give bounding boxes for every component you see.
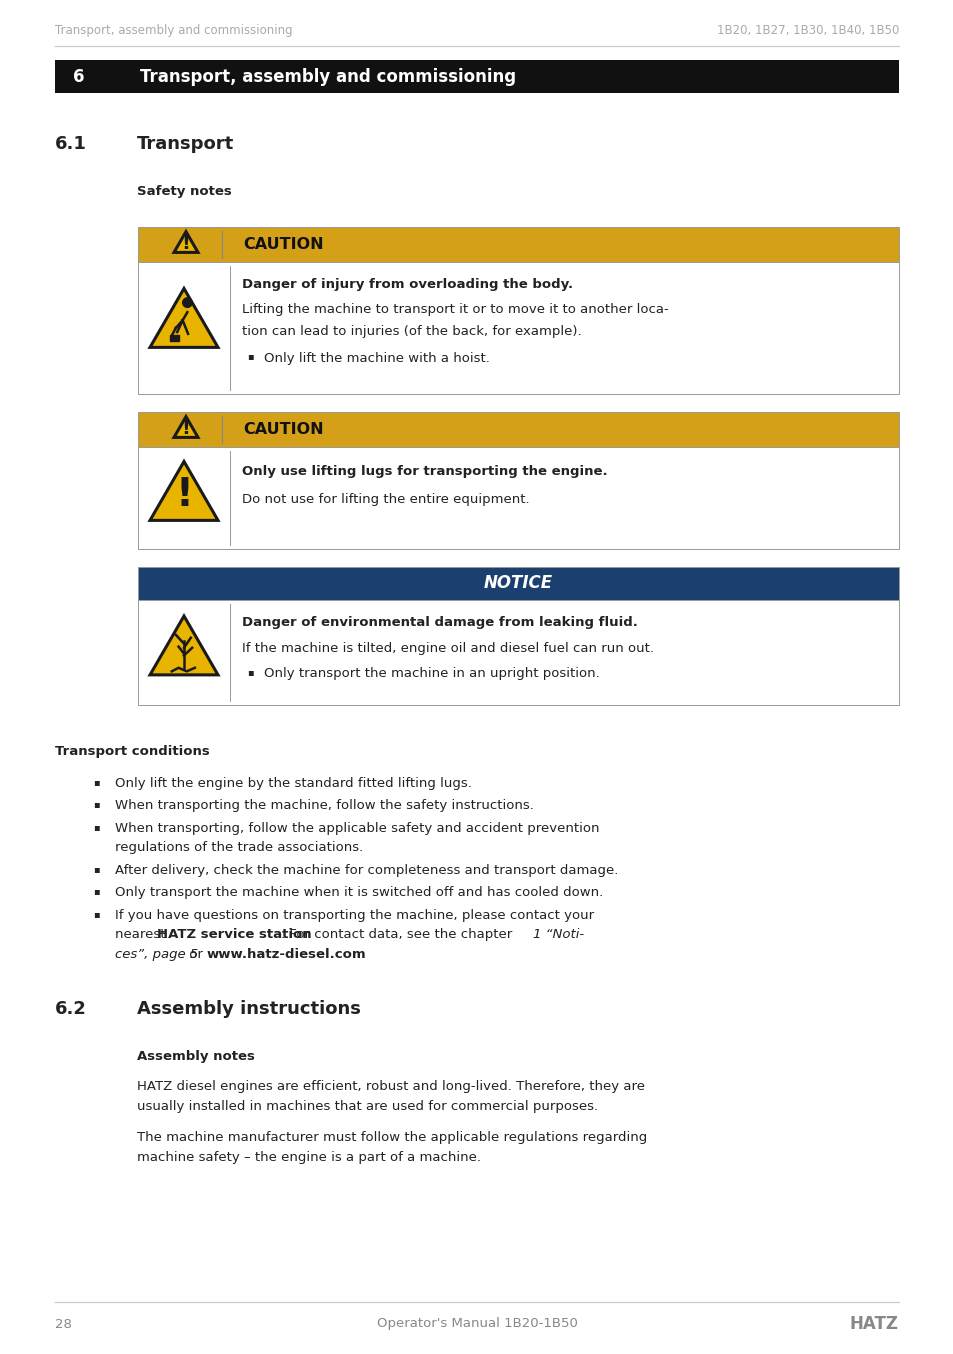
Text: Danger of injury from overloading the body.: Danger of injury from overloading the bo…: [242, 278, 573, 291]
Text: ▪: ▪: [92, 864, 99, 873]
FancyBboxPatch shape: [138, 412, 898, 447]
Text: ▪: ▪: [92, 799, 99, 810]
Text: ▪: ▪: [92, 777, 99, 787]
Polygon shape: [150, 616, 218, 674]
Text: nearest: nearest: [115, 929, 170, 941]
Text: The machine manufacturer must follow the applicable regulations regarding: The machine manufacturer must follow the…: [137, 1132, 646, 1144]
Text: Transport conditions: Transport conditions: [55, 745, 210, 758]
Text: Transport: Transport: [137, 135, 234, 153]
Text: usually installed in machines that are used for commercial purposes.: usually installed in machines that are u…: [137, 1099, 598, 1113]
Text: Only lift the engine by the standard fitted lifting lugs.: Only lift the engine by the standard fit…: [115, 777, 472, 789]
Text: 1 “Noti-: 1 “Noti-: [533, 929, 583, 941]
Text: or: or: [185, 948, 207, 961]
Text: www.hatz-diesel.com: www.hatz-diesel.com: [207, 948, 366, 961]
Text: HATZ diesel engines are efficient, robust and long-lived. Therefore, they are: HATZ diesel engines are efficient, robus…: [137, 1080, 644, 1094]
Text: tion can lead to injuries (of the back, for example).: tion can lead to injuries (of the back, …: [242, 325, 581, 338]
Text: If you have questions on transporting the machine, please contact your: If you have questions on transporting th…: [115, 909, 594, 922]
Text: Only lift the machine with a hoist.: Only lift the machine with a hoist.: [264, 352, 489, 364]
Text: Transport, assembly and commissioning: Transport, assembly and commissioning: [140, 68, 516, 85]
Text: 6: 6: [73, 68, 85, 85]
Polygon shape: [150, 462, 218, 520]
Text: !: !: [175, 477, 193, 515]
Text: Transport, assembly and commissioning: Transport, assembly and commissioning: [55, 23, 293, 37]
Text: NOTICE: NOTICE: [483, 574, 553, 593]
Text: Do not use for lifting the entire equipment.: Do not use for lifting the entire equipm…: [242, 493, 529, 506]
Text: regulations of the trade associations.: regulations of the trade associations.: [115, 841, 363, 854]
Text: If the machine is tilted, engine oil and diesel fuel can run out.: If the machine is tilted, engine oil and…: [242, 642, 654, 655]
Text: machine safety – the engine is a part of a machine.: machine safety – the engine is a part of…: [137, 1151, 480, 1164]
Text: When transporting the machine, follow the safety instructions.: When transporting the machine, follow th…: [115, 799, 534, 812]
Text: ▪: ▪: [92, 887, 99, 896]
FancyBboxPatch shape: [138, 447, 898, 548]
Text: When transporting, follow the applicable safety and accident prevention: When transporting, follow the applicable…: [115, 822, 598, 835]
Text: After delivery, check the machine for completeness and transport damage.: After delivery, check the machine for co…: [115, 864, 618, 877]
Text: Only use lifting lugs for transporting the engine.: Only use lifting lugs for transporting t…: [242, 464, 607, 478]
Text: . For contact data, see the chapter: . For contact data, see the chapter: [281, 929, 516, 941]
Text: Lifting the machine to transport it or to move it to another loca-: Lifting the machine to transport it or t…: [242, 303, 668, 317]
Text: .: .: [345, 948, 349, 961]
Circle shape: [182, 298, 192, 307]
Text: ▪: ▪: [247, 352, 253, 362]
FancyBboxPatch shape: [138, 567, 898, 600]
Text: !: !: [181, 234, 191, 253]
Text: Assembly notes: Assembly notes: [137, 1051, 254, 1063]
Polygon shape: [150, 288, 218, 348]
Polygon shape: [173, 417, 198, 437]
Text: Danger of environmental damage from leaking fluid.: Danger of environmental damage from leak…: [242, 616, 638, 630]
Text: ▪: ▪: [92, 909, 99, 919]
FancyBboxPatch shape: [138, 263, 898, 394]
Text: ▪: ▪: [247, 668, 253, 677]
Text: HATZ service station: HATZ service station: [157, 929, 312, 941]
FancyBboxPatch shape: [55, 60, 898, 93]
Text: 6.1: 6.1: [55, 135, 87, 153]
Text: HATZ: HATZ: [849, 1315, 898, 1332]
Text: ▪: ▪: [92, 822, 99, 831]
Text: Only transport the machine when it is switched off and has cooled down.: Only transport the machine when it is sw…: [115, 887, 602, 899]
Bar: [171, 334, 178, 341]
Text: ces”, page 5: ces”, page 5: [115, 948, 198, 961]
Text: Only transport the machine in an upright position.: Only transport the machine in an upright…: [264, 668, 599, 681]
Text: Assembly instructions: Assembly instructions: [137, 1001, 360, 1018]
Text: 6.2: 6.2: [55, 1001, 87, 1018]
Text: CAUTION: CAUTION: [243, 422, 323, 437]
Polygon shape: [173, 232, 198, 252]
Text: 28: 28: [55, 1317, 71, 1331]
FancyBboxPatch shape: [138, 600, 898, 705]
Text: CAUTION: CAUTION: [243, 237, 323, 252]
Text: !: !: [181, 418, 191, 437]
Text: Operator's Manual 1B20-1B50: Operator's Manual 1B20-1B50: [376, 1317, 577, 1331]
Text: Safety notes: Safety notes: [137, 185, 232, 198]
Text: 1B20, 1B27, 1B30, 1B40, 1B50: 1B20, 1B27, 1B30, 1B40, 1B50: [716, 23, 898, 37]
FancyBboxPatch shape: [138, 227, 898, 263]
